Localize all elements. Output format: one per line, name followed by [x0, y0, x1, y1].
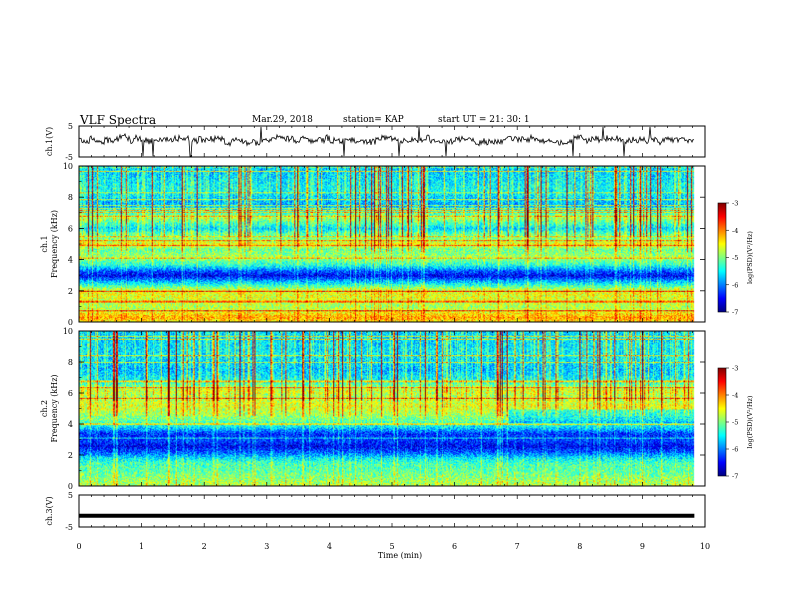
- start-time-label: start UT = 21: 30: 1: [438, 115, 530, 125]
- ch1-waveform-ytick-label: -5: [65, 153, 73, 162]
- x-tick-label: 0: [76, 542, 81, 551]
- ch2-spectrogram-ytick-label: 8: [68, 358, 73, 367]
- ch2-spectrogram-colorbar-tick-label: -3: [732, 365, 738, 373]
- ch2-spectrogram-ylabel-line2: Frequency (kHz): [50, 374, 59, 442]
- ch3-waveform-ytick-label: 5: [68, 491, 73, 500]
- ch2-spectrogram-image: [79, 331, 705, 486]
- date-label: Mar.29, 2018: [252, 115, 313, 125]
- ch1-spectrogram-ylabel-line2: Frequency (kHz): [50, 210, 59, 278]
- ch2-spectrogram-ytick-label: 6: [68, 389, 73, 398]
- ch1-waveform-trace: [78, 126, 695, 157]
- ch3-waveform-ylabel: ch.3(V): [45, 496, 54, 525]
- ch2-spectrogram-ytick-label: 10: [63, 327, 73, 336]
- x-tick-label: 2: [202, 542, 207, 551]
- ch1-spectrogram-colorbar-tick-label: -4: [732, 227, 738, 235]
- ch1-waveform-ytick-label: 5: [68, 122, 73, 131]
- ch3-waveform-ytick-label: -5: [65, 523, 73, 532]
- chart-title: VLF Spectra: [80, 113, 157, 127]
- ch1-waveform-ylabel: ch.1(V): [45, 127, 54, 156]
- ch1-spectrogram-ytick-label: 2: [68, 287, 73, 296]
- x-tick-label: 3: [264, 542, 269, 551]
- ch1-spectrogram-ytick-label: 10: [63, 162, 73, 171]
- ch2-spectrogram-ytick-label: 0: [68, 482, 73, 491]
- ch2-spectrogram-colorbar-tick-label: -4: [732, 392, 738, 400]
- ch1-spectrogram-ytick-label: 4: [68, 256, 73, 265]
- waveform-traces: [78, 126, 695, 518]
- ch2-spectrogram-colorbar-label: log(PSD)(V²/Hz): [746, 395, 754, 448]
- axes-frames: [78, 125, 729, 528]
- ch1-spectrogram-ytick-label: 6: [68, 224, 73, 233]
- ch3-waveform-frame: [78, 494, 706, 528]
- ch1-spectrogram-colorbar: [717, 202, 727, 313]
- ch2-spectrogram-ytick-label: 2: [68, 451, 73, 460]
- ch2-spectrogram-ytick-label: 4: [68, 420, 73, 429]
- x-tick-label: 9: [640, 542, 645, 551]
- spectrogram-images: [79, 166, 705, 486]
- ch1-spectrogram-colorbar-tick-label: -7: [732, 309, 738, 317]
- ch1-spectrogram-colorbar-tick-label: -5: [732, 254, 738, 262]
- x-tick-label: 8: [577, 542, 582, 551]
- ch2-spectrogram-colorbar-tick-label: -6: [732, 446, 738, 454]
- ch1-spectrogram-ytick-label: 0: [68, 318, 73, 327]
- ch2-spectrogram-colorbar-tick-label: -5: [732, 419, 738, 427]
- x-tick-label: 5: [389, 542, 394, 551]
- ch1-spectrogram-colorbar-label: log(PSD)(V²/Hz): [746, 231, 754, 284]
- x-axis-label: Time (min): [378, 551, 422, 560]
- ch2-spectrogram-ylabel-line1: ch.2: [40, 400, 49, 417]
- x-tick-label: 4: [327, 542, 332, 551]
- ch1-spectrogram-ylabel-line1: ch.1: [40, 235, 49, 252]
- ch1-spectrogram-colorbar-tick-label: -3: [732, 200, 738, 208]
- ch1-spectrogram-image: [79, 166, 705, 322]
- ch2-spectrogram-colorbar-tick-label: -7: [732, 473, 738, 481]
- x-tick-label: 6: [452, 542, 457, 551]
- station-label: station= KAP: [343, 115, 404, 125]
- x-tick-label: 10: [700, 542, 710, 551]
- x-tick-label: 1: [139, 542, 144, 551]
- ch1-spectrogram-colorbar-tick-label: -6: [732, 281, 738, 289]
- ch2-spectrogram-colorbar: [717, 367, 727, 477]
- ch1-spectrogram-ytick-label: 8: [68, 193, 73, 202]
- x-tick-label: 7: [515, 542, 520, 551]
